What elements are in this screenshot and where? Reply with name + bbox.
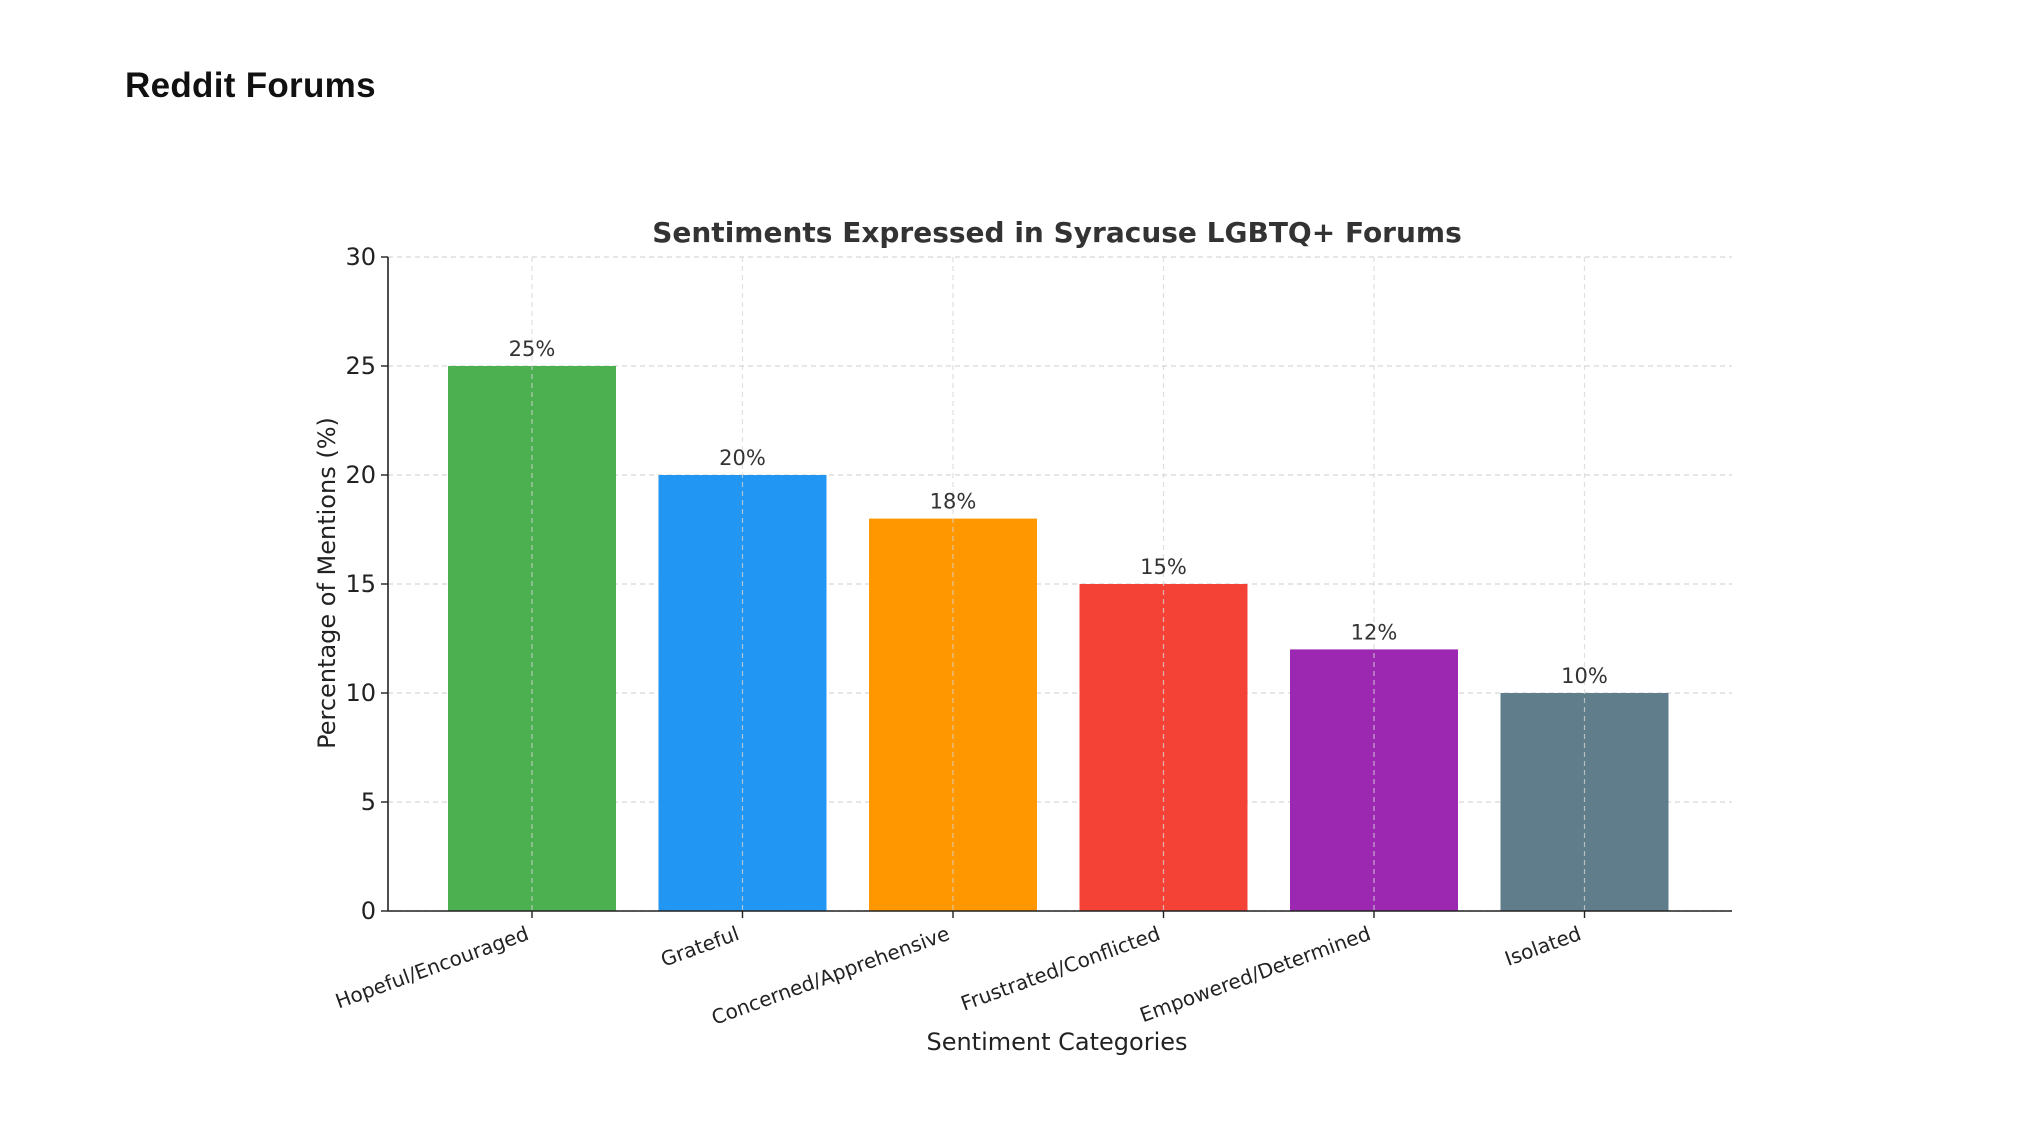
chart-title: Sentiments Expressed in Syracuse LGBTQ+ …	[652, 216, 1462, 249]
bar-value-label: 10%	[1561, 664, 1608, 688]
y-tick-label: 20	[345, 461, 376, 489]
x-tick-label: Isolated	[1502, 921, 1585, 971]
y-tick-label: 0	[361, 897, 376, 925]
x-tick-label: Grateful	[658, 921, 743, 971]
bar-value-label: 15%	[1140, 555, 1187, 579]
y-tick-label: 30	[345, 243, 376, 271]
bar-value-label: 20%	[719, 446, 766, 470]
y-tick-label: 15	[345, 570, 376, 598]
y-tick-label: 10	[345, 679, 376, 707]
x-tick-label: Frustrated/Conflicted	[958, 921, 1164, 1015]
bar-value-label: 18%	[930, 490, 977, 514]
y-tick-label: 25	[345, 352, 376, 380]
x-tick-label: Concerned/Apprehensive	[708, 921, 952, 1030]
x-axis-label: Sentiment Categories	[926, 1028, 1187, 1056]
y-tick-label: 5	[361, 788, 376, 816]
x-tick-label: Hopeful/Encouraged	[332, 921, 532, 1013]
bar-value-label: 25%	[509, 337, 556, 361]
bar-value-label: 12%	[1351, 620, 1398, 644]
y-axis-label: Percentage of Mentions (%)	[313, 417, 341, 749]
x-tick-label: Empowered/Determined	[1137, 921, 1374, 1027]
page-heading: Reddit Forums	[125, 66, 376, 105]
